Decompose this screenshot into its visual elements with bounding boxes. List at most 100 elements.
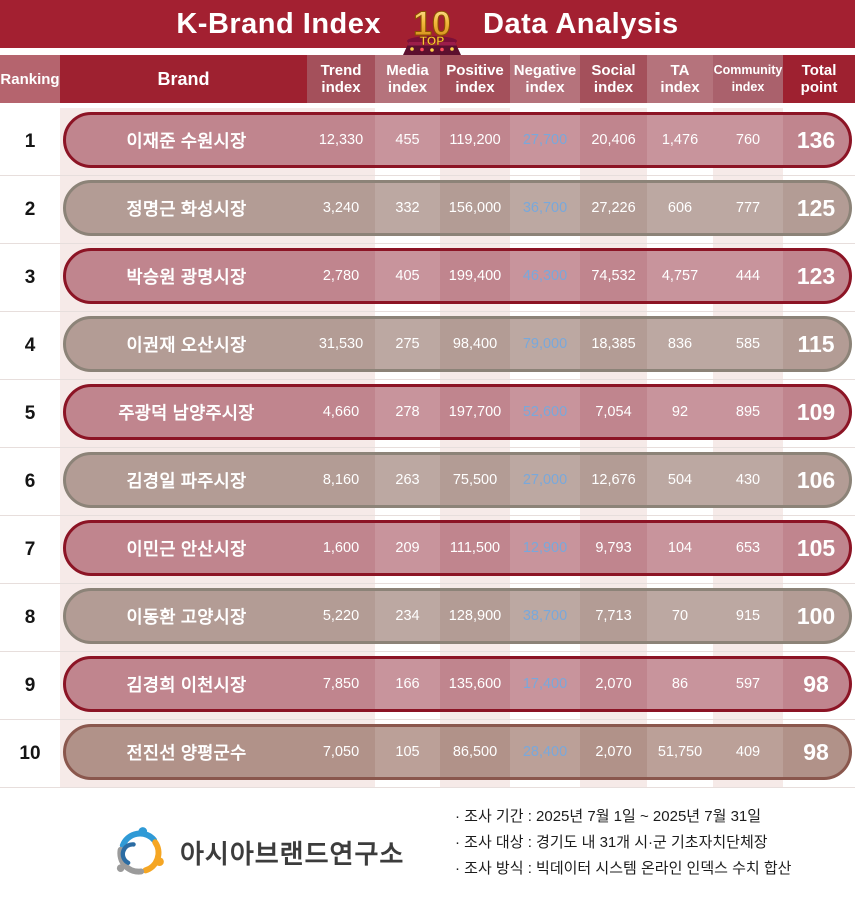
positive-index-value: 98,400: [452, 336, 498, 352]
positive-index-value: 111,500: [449, 540, 501, 556]
positive-index-value: 199,400: [448, 268, 502, 284]
total-point-value: 109: [796, 398, 836, 425]
media-index-value: 209: [375, 523, 440, 573]
brand-score-pill: 주광덕 남양주시장 4,660 278 197,700 52,600 7,054…: [63, 384, 852, 440]
table-row: 7 이민근 안산시장 1,600 209 111,500 12,900 9,79…: [0, 516, 855, 584]
table-row: 2 정명근 화성시장 3,240 332 156,000 36,700 27,2…: [0, 176, 855, 244]
social-index-value: 7,054: [595, 404, 632, 420]
social-index-value: 7,713: [595, 608, 632, 624]
ranking-number: 6: [0, 448, 60, 515]
brand-name: 이동환 고양시장: [126, 606, 247, 627]
ta-index-value: 606: [647, 183, 713, 233]
ranking-number: 10: [0, 720, 60, 787]
community-index-value: 653: [713, 523, 783, 573]
trend-index-value: 7,850: [322, 676, 360, 692]
column-header-row: Ranking Brand Trend index Media index Posi…: [0, 55, 855, 103]
column-header-community-index: Community index: [713, 55, 783, 103]
survey-target-note: · 조사 대상 : 경기도 내 31개 시·군 기초자치단체장: [455, 834, 768, 851]
brand-score-pill: 김경일 파주시장 8,160 263 75,500 27,000 12,676 …: [63, 452, 852, 508]
ta-index-value: 504: [647, 455, 713, 505]
total-point-value: 125: [796, 194, 836, 221]
table-row: 1 이재준 수원시장 12,330 455 119,200 27,700 20,…: [0, 108, 855, 176]
ranking-number: 3: [0, 244, 60, 311]
media-index-value: 405: [375, 251, 440, 301]
community-index-value: 430: [713, 455, 783, 505]
social-index-value: 2,070: [595, 744, 632, 760]
brand-name: 이재준 수원시장: [126, 130, 247, 151]
ta-index-value: 1,476: [647, 115, 713, 165]
table-row: 9 김경희 이천시장 7,850 166 135,600 17,400 2,07…: [0, 652, 855, 720]
total-point-value: 115: [797, 330, 835, 357]
column-header-positive-index: Positive index: [440, 55, 510, 103]
brand-score-pill: 전진선 양평군수 7,050 105 86,500 28,400 2,070 5…: [63, 724, 852, 780]
total-point-value: 123: [796, 262, 836, 289]
trend-index-value: 7,050: [322, 744, 360, 760]
brand-name: 김경일 파주시장: [126, 470, 247, 491]
negative-index-value: 28,400: [510, 727, 580, 777]
negative-index-value: 38,700: [510, 591, 580, 641]
table-row: 8 이동환 고양시장 5,220 234 128,900 38,700 7,71…: [0, 584, 855, 652]
total-point-value: 98: [803, 738, 829, 765]
brand-name: 정명근 화성시장: [126, 198, 247, 219]
social-index-value: 27,226: [591, 200, 636, 216]
community-index-value: 915: [713, 591, 783, 641]
positive-index-value: 135,600: [448, 676, 502, 692]
total-point-value: 105: [796, 534, 836, 561]
column-header-media-index: Media index: [375, 55, 440, 103]
ta-index-value: 51,750: [647, 727, 713, 777]
negative-index-value: 46,300: [510, 251, 580, 301]
survey-period-note: · 조사 기간 : 2025년 7월 1일 ~ 2025년 7월 31일: [455, 808, 762, 825]
table-row: 6 김경일 파주시장 8,160 263 75,500 27,000 12,67…: [0, 448, 855, 516]
trend-index-value: 8,160: [322, 472, 360, 488]
logo: 아시아브랜드연구소: [112, 824, 404, 880]
media-index-value: 234: [375, 591, 440, 641]
media-index-value: 455: [375, 115, 440, 165]
trend-index-value: 5,220: [322, 608, 360, 624]
trend-index-value: 1,600: [322, 540, 360, 556]
footer: 아시아브랜드연구소 · 조사 기간 : 2025년 7월 1일 ~ 2025년 …: [0, 792, 855, 900]
ranking-number: 1: [0, 108, 60, 175]
logo-text: 아시아브랜드연구소: [180, 838, 405, 869]
column-header-total-point: Total point: [783, 55, 855, 103]
positive-index-value: 119,200: [449, 132, 501, 148]
brand-name: 주광덕 남양주시장: [118, 402, 255, 423]
negative-index-value: 52,600: [510, 387, 580, 437]
ranking-number: 2: [0, 176, 60, 243]
trend-index-value: 12,330: [318, 132, 364, 148]
ranking-number: 4: [0, 312, 60, 379]
column-header-ta-index: TA index: [647, 55, 713, 103]
brand-name: 김경희 이천시장: [126, 674, 247, 695]
ta-index-value: 70: [647, 591, 713, 641]
ta-index-value: 92: [647, 387, 713, 437]
media-index-value: 278: [375, 387, 440, 437]
social-index-value: 9,793: [595, 540, 632, 556]
total-point-value: 136: [796, 126, 836, 153]
brand-name: 박승원 광명시장: [126, 266, 247, 287]
social-index-value: 2,070: [595, 676, 632, 692]
survey-method-note: · 조사 방식 : 빅데이터 시스템 온라인 인덱스 수치 합산: [455, 860, 792, 877]
table-row: 4 이권재 오산시장 31,530 275 98,400 79,000 18,3…: [0, 312, 855, 380]
social-index-value: 12,676: [591, 472, 636, 488]
ranking-number: 8: [0, 584, 60, 651]
total-point-value: 106: [796, 466, 836, 493]
positive-index-value: 197,700: [448, 404, 502, 420]
negative-index-value: 17,400: [510, 659, 580, 709]
top10-badge-icon: 10 TOP: [403, 5, 462, 55]
positive-index-value: 156,000: [448, 200, 502, 216]
media-index-value: 263: [375, 455, 440, 505]
title-bar: K-Brand Index 10 TOP Data Analysis: [0, 0, 855, 55]
social-index-value: 74,532: [591, 268, 636, 284]
title-left: K-Brand Index: [176, 8, 382, 40]
community-index-value: 597: [713, 659, 783, 709]
column-header-trend-index: Trend index: [307, 55, 375, 103]
people-circle-swirl-icon: [116, 827, 164, 875]
column-header-ranking: Ranking: [0, 55, 60, 103]
trend-index-value: 31,530: [318, 336, 364, 352]
ranking-number: 7: [0, 516, 60, 583]
column-header-brand: Brand: [60, 55, 307, 103]
table-row: 5 주광덕 남양주시장 4,660 278 197,700 52,600 7,0…: [0, 380, 855, 448]
total-point-value: 100: [796, 602, 836, 629]
media-index-value: 332: [375, 183, 440, 233]
negative-index-value: 79,000: [510, 319, 580, 369]
community-index-value: 777: [713, 183, 783, 233]
